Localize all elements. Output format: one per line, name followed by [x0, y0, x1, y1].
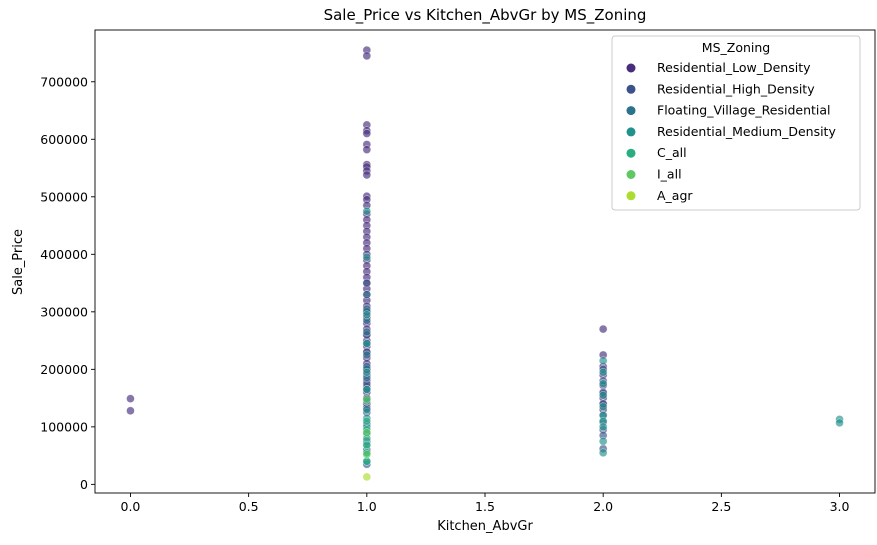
data-point — [362, 310, 372, 319]
data-point — [362, 385, 372, 394]
legend-label: C_all — [657, 145, 687, 160]
legend-label: Floating_Village_Residential — [657, 103, 831, 118]
data-point — [362, 327, 372, 337]
data-point — [598, 324, 608, 334]
legend-marker — [626, 191, 636, 201]
x-tick-label: 0.0 — [121, 499, 141, 514]
y-tick-label: 300000 — [40, 304, 88, 319]
y-axis: 0 100000 200000 300000 400000 500000 600000 700… — [40, 74, 95, 492]
data-point — [598, 390, 608, 400]
data-point — [362, 450, 372, 459]
legend-label: Residential_Medium_Density — [657, 124, 836, 139]
y-tick-label: 500000 — [40, 189, 88, 204]
data-point — [362, 428, 372, 437]
legend-label: I_all — [657, 167, 682, 182]
data-point — [362, 394, 372, 404]
data-point — [362, 339, 372, 348]
data-point — [362, 367, 372, 377]
data-point — [598, 356, 608, 365]
data-point — [362, 350, 372, 360]
data-point — [598, 402, 608, 411]
legend-label: A_agr — [657, 188, 693, 203]
data-point — [598, 367, 608, 377]
series-3 — [362, 206, 844, 466]
data-point — [362, 51, 372, 61]
data-point — [598, 422, 608, 432]
x-tick-label: 0.5 — [239, 499, 259, 514]
legend: MS_Zoning Residential_Low_DensityResiden… — [611, 35, 861, 211]
data-point — [362, 441, 372, 450]
y-tick-label: 0 — [80, 477, 88, 492]
data-point — [126, 394, 135, 403]
legend-box — [611, 35, 861, 211]
data-point — [362, 278, 372, 288]
y-tick-label: 400000 — [40, 247, 88, 262]
data-point — [362, 416, 372, 426]
data-point — [362, 129, 372, 138]
data-point — [362, 252, 372, 262]
legend-marker — [626, 84, 636, 94]
data-point — [598, 448, 608, 457]
legend-marker — [626, 127, 636, 137]
y-tick-label: 600000 — [40, 132, 88, 147]
legend-marker — [626, 148, 636, 158]
x-tick-label: 2.5 — [711, 499, 731, 514]
legend-items: Residential_Low_Density Residential_High_… — [626, 60, 836, 203]
data-point — [835, 418, 844, 428]
chart-title: Sale_Price vs Kitchen_AbvGr by MS_Zoning — [324, 6, 647, 25]
x-tick-label: 1.0 — [357, 499, 377, 514]
y-tick-label: 700000 — [40, 74, 88, 89]
series-5 — [362, 394, 372, 459]
legend-label: Residential_High_Density — [657, 81, 815, 96]
series-0 — [126, 45, 608, 416]
legend-title: MS_Zoning — [702, 40, 770, 55]
data-point — [598, 436, 608, 446]
data-point — [362, 290, 372, 299]
x-tick-label: 3.0 — [830, 499, 850, 514]
data-point — [598, 379, 608, 388]
data-point — [362, 405, 372, 414]
x-tick-label: 2.0 — [593, 499, 613, 514]
legend-label: Residential_Low_Density — [657, 60, 811, 75]
data-point — [362, 145, 372, 154]
x-axis: 0.0 0.5 1.0 1.5 2.0 2.5 3.0 — [121, 493, 850, 514]
series-1 — [362, 278, 608, 469]
x-tick-label: 1.5 — [475, 499, 495, 514]
legend-marker — [626, 106, 636, 116]
y-tick-label: 200000 — [40, 362, 88, 377]
legend-marker — [626, 63, 636, 73]
y-tick-label: 100000 — [40, 419, 88, 434]
y-axis-label: Sale_Price — [11, 229, 26, 295]
data-point — [126, 406, 135, 416]
legend-marker — [626, 170, 636, 179]
data-point — [362, 472, 372, 482]
data-point — [362, 206, 372, 216]
data-point — [362, 170, 372, 180]
points-layer — [126, 45, 844, 482]
series-6 — [362, 472, 372, 482]
x-axis-label: Kitchen_AbvGr — [437, 519, 533, 534]
